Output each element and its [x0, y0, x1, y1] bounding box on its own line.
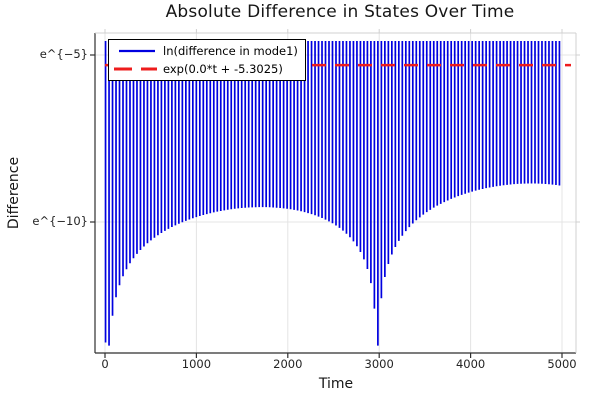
chart-title: Absolute Difference in States Over Time — [165, 2, 515, 22]
legend-dashed-line-icon — [114, 67, 157, 71]
legend-item-mode1: ln(difference in mode1) — [111, 42, 298, 60]
legend: ln(difference in mode1) exp(0.0*t + -5.3… — [108, 39, 306, 81]
x-tick-label: 3000 — [364, 357, 394, 371]
series-mode1-line — [104, 40, 561, 346]
x-tick-label: 4000 — [455, 357, 486, 371]
legend-item-expfit: exp(0.0*t + -5.3025) — [111, 60, 298, 78]
y-tick-label: e^{−10} — [32, 214, 88, 228]
y-tick-label: e^{−5} — [39, 47, 88, 61]
x-axis-label: Time — [318, 376, 354, 392]
x-tick-label: 2000 — [273, 357, 303, 371]
legend-label-expfit: exp(0.0*t + -5.3025) — [163, 62, 283, 76]
legend-solid-line-icon — [119, 49, 155, 53]
x-tick-label: 5000 — [547, 357, 577, 371]
x-tick-label: 1000 — [181, 357, 212, 371]
x-tick-label: 0 — [101, 357, 109, 371]
legend-label-mode1: ln(difference in mode1) — [163, 44, 298, 58]
